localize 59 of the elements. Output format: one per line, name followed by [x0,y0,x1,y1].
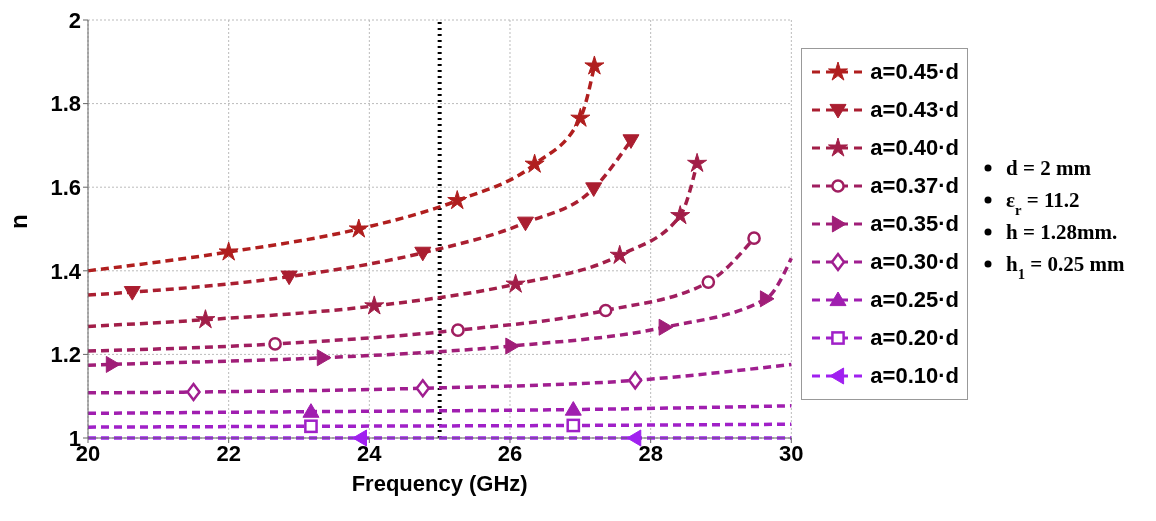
x-tick-label: 26 [497,440,523,466]
point [747,231,761,246]
text: h$_{1}$ = 0.25 mm [1006,252,1125,282]
point [658,318,674,336]
legend-label: a=0.35·d [870,211,959,237]
point [585,182,603,197]
y-tick-label: 1.4 [50,258,82,284]
legend-label: a=0.37·d [870,173,959,199]
point [670,205,691,225]
y-tick-label: 2 [68,7,81,33]
point [414,246,432,262]
point [304,419,318,434]
point [105,355,121,373]
point [348,218,369,238]
text: ε$_{r}$ = 11.2 [1006,188,1080,218]
y-tick-label: 1.8 [50,91,81,117]
point [186,382,201,402]
y-tick-label: 1.2 [50,342,81,368]
point [415,379,431,398]
point [609,244,630,264]
point [598,303,613,318]
point [627,371,643,390]
legend-label: a=0.40·d [870,135,959,161]
point [566,418,581,433]
point [516,216,534,232]
point [447,190,468,210]
point [218,241,239,261]
point [505,337,520,355]
point [570,107,591,127]
x-tick-label: 30 [779,440,804,466]
legend-label: a=0.10·d [870,363,959,389]
legend-label: a=0.25·d [870,287,959,313]
x-tick-label: 22 [216,440,241,466]
text: h = 1.28mm. [1006,220,1118,244]
text: d = 2 mm [1006,156,1092,180]
point [622,134,640,149]
point [687,152,708,172]
point [701,275,716,289]
legend-label: a=0.43·d [870,97,959,123]
point [364,295,385,315]
point [123,286,141,301]
point [584,55,605,75]
legend-label: a=0.20·d [870,325,959,351]
x-axis-title: Frequency (GHz) [351,471,528,496]
point [268,337,282,351]
x-tick-label: 28 [638,440,663,466]
line-series [86,401,794,418]
x-tick-label: 24 [357,440,383,466]
point [451,323,465,338]
point [759,290,775,308]
point [195,309,216,329]
legend-label: a=0.45·d [870,59,959,85]
y-axis-title: n [4,214,32,229]
point [280,270,298,286]
point [316,349,332,367]
point [505,273,526,293]
legend-label: a=0.30·d [870,249,959,275]
point [524,153,545,173]
y-tick-label: 1.6 [50,175,81,201]
